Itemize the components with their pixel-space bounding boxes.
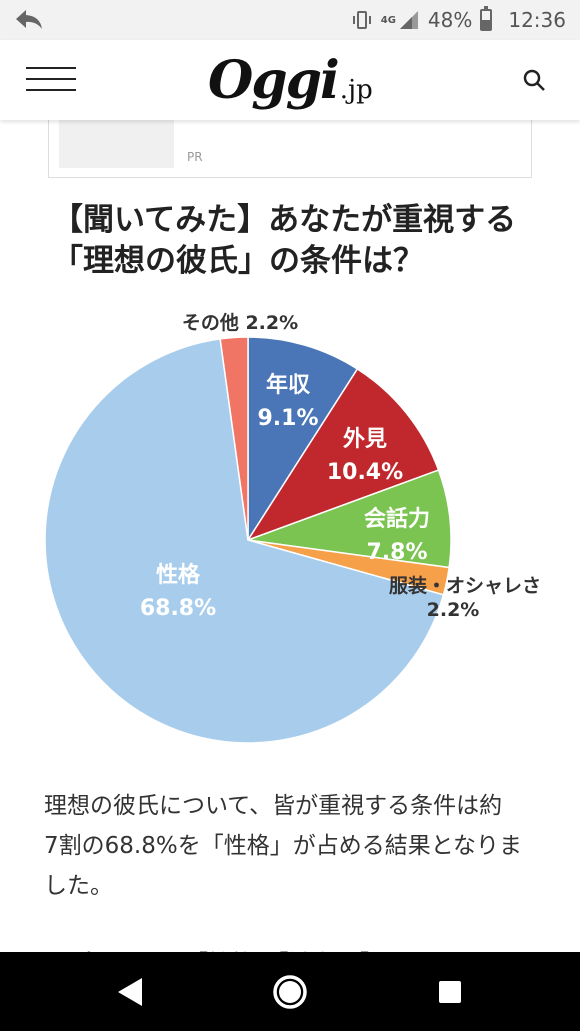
pie-label-0: 年収 9.1% — [257, 372, 318, 431]
pie-label-name-4: 性格 — [156, 562, 201, 588]
next-line-text: ポイントは「性格」「誠実」「やさしさ」 — [70, 944, 484, 952]
pie-label-value-3: 2.2% — [427, 599, 480, 621]
article-body: 理想の彼氏について、皆が重視する条件は約 7割の68.8%を「性格」が占める結果… — [44, 786, 544, 906]
site-header: Oggi .jp — [0, 40, 580, 120]
pie-label-name-3: 服装・オシャレさ — [389, 574, 541, 597]
body-line-1: 理想の彼氏について、皆が重視する条件は約 — [44, 793, 503, 819]
pie-label-name-0: 年収 — [266, 372, 311, 398]
site-logo[interactable]: Oggi .jp — [208, 50, 378, 111]
title-line-2: 「理想の彼氏」の条件は？ — [52, 243, 424, 279]
vibrate-icon — [352, 11, 371, 29]
search-icon[interactable] — [522, 68, 546, 92]
ad-label: PR — [187, 150, 203, 164]
battery-percent: 48% — [427, 8, 473, 32]
pie-label-2: 会話力 7.8% — [364, 506, 430, 565]
clock: 12:36 — [508, 8, 566, 32]
pie-label-value-2: 7.8% — [366, 540, 427, 565]
pie-slice-5 — [219, 336, 249, 541]
pie-label-value-1: 10.4% — [327, 460, 403, 485]
menu-icon[interactable] — [26, 67, 76, 91]
pie-slice-1 — [246, 367, 440, 542]
network-type: 4G — [380, 14, 396, 26]
pie-label-5: その他 2.2% — [182, 311, 298, 334]
pie-label-value-0: 9.1% — [257, 406, 318, 431]
back-arrow-icon[interactable] — [14, 6, 44, 34]
body-line-3: した。 — [44, 873, 113, 899]
ad-box[interactable]: PR — [48, 112, 532, 178]
nav-recents-icon[interactable] — [430, 972, 470, 1012]
pie-chart: 年収 9.1% 外見 10.4% 会話力 7.8% 服装・オシャレさ 2.2% 性格 68.8% そ… — [30, 300, 560, 750]
system-nav-bar — [0, 952, 580, 1031]
pie-label-1: 外見 10.4% — [327, 426, 403, 485]
pie-label-4: 性格 68.8% — [140, 562, 216, 621]
next-paragraph-partial: ポイントは「性格」「誠実」「やさしさ」 — [0, 940, 580, 952]
battery-icon — [480, 6, 493, 31]
pie-slice-2 — [247, 469, 452, 569]
logo-sub: .jp — [339, 75, 373, 105]
body-line-2: 7割の68.8%を「性格」が占める結果となりま — [44, 833, 523, 859]
article-title: 【聞いてみた】あなたが重視する 「理想の彼氏」の条件は？ — [52, 200, 552, 282]
logo-main: Oggi — [208, 50, 340, 111]
pie-label-name-2: 会話力 — [364, 506, 430, 532]
pie-label-text-5: その他 2.2% — [182, 311, 298, 334]
signal-icon — [399, 11, 418, 29]
pie-label-name-1: 外見 — [343, 426, 387, 452]
pie-label-value-4: 68.8% — [140, 596, 216, 621]
status-bar: 4G 48% 12:36 — [0, 0, 580, 40]
nav-home-icon[interactable] — [270, 972, 310, 1012]
nav-back-icon[interactable] — [112, 972, 152, 1012]
pie-slice-4 — [44, 338, 445, 744]
title-line-1: 【聞いてみた】あなたが重視する — [52, 202, 517, 238]
ad-thumbnail — [59, 112, 174, 168]
pie-slice-0 — [247, 336, 359, 543]
